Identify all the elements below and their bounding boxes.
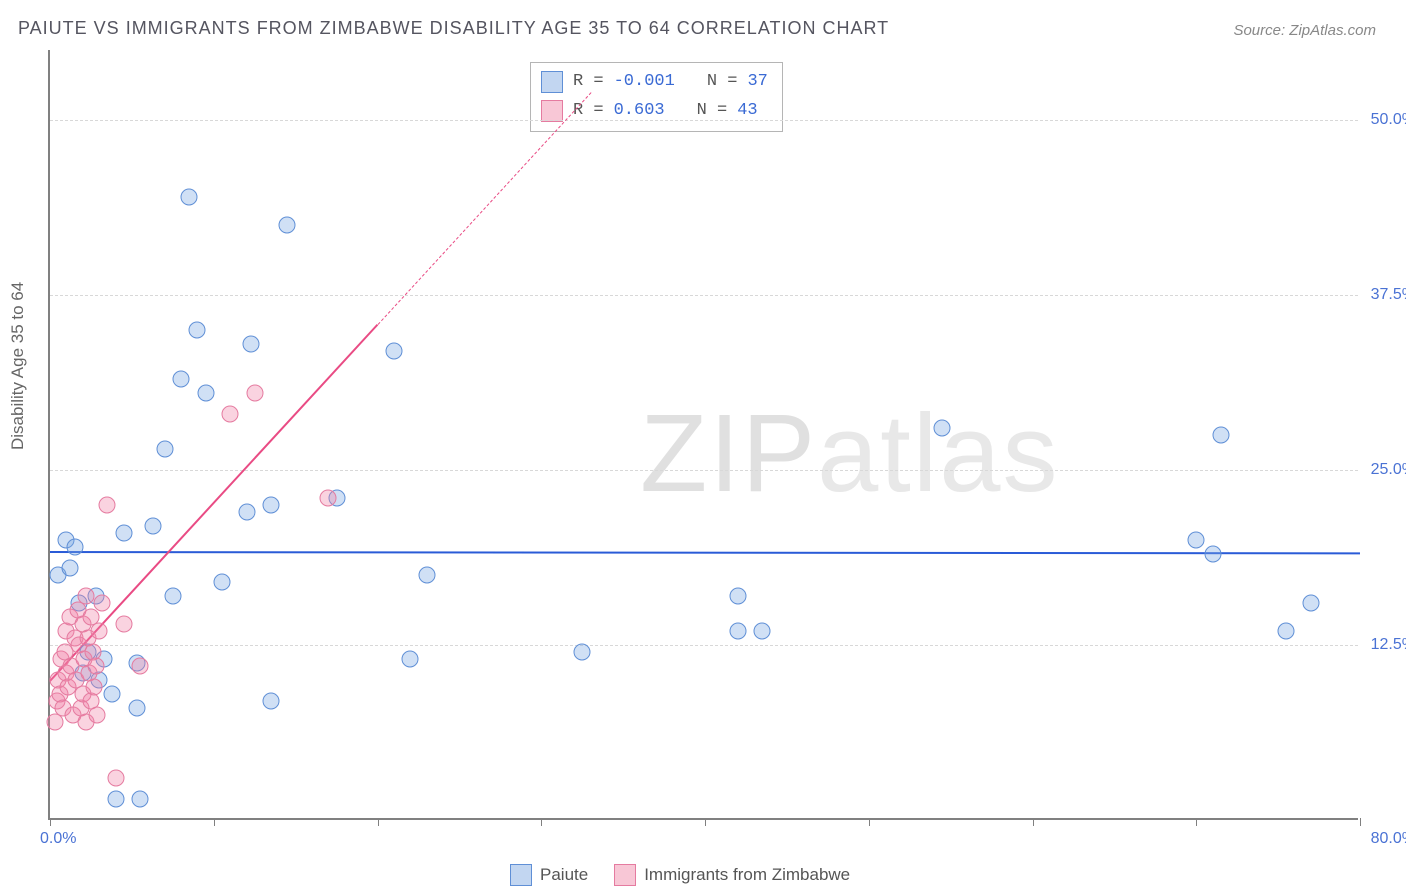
data-point (320, 490, 337, 507)
x-tick (1196, 818, 1197, 826)
data-point (181, 189, 198, 206)
data-point (132, 658, 149, 675)
stat-n-value: 37 (747, 68, 767, 97)
trend-line (50, 551, 1360, 554)
data-point (246, 385, 263, 402)
data-point (729, 623, 746, 640)
data-point (156, 441, 173, 458)
gridline (50, 120, 1358, 121)
stat-n-label: N = (707, 68, 738, 97)
legend-label: Paiute (540, 865, 588, 885)
data-point (86, 679, 103, 696)
gridline (50, 645, 1358, 646)
data-point (574, 644, 591, 661)
stats-box: R =-0.001N =37R = 0.603N =43 (530, 62, 783, 132)
y-tick-label: 50.0% (1371, 111, 1406, 129)
data-point (263, 693, 280, 710)
gridline (50, 470, 1358, 471)
y-tick-label: 12.5% (1371, 636, 1406, 654)
stats-row: R = 0.603 N = 43 (541, 97, 768, 126)
data-point (1188, 532, 1205, 549)
x-tick (50, 818, 51, 826)
legend-swatch (510, 864, 532, 886)
x-tick (869, 818, 870, 826)
x-tick (541, 818, 542, 826)
data-point (78, 588, 95, 605)
data-point (934, 420, 951, 437)
x-tick (378, 818, 379, 826)
stat-n-label: N = (697, 97, 728, 126)
stat-n-value: 43 (737, 97, 757, 126)
data-point (107, 770, 124, 787)
bottom-legend: Paiute Immigrants from Zimbabwe (510, 864, 850, 886)
data-point (385, 343, 402, 360)
data-point (418, 567, 435, 584)
legend-swatch (541, 71, 563, 93)
stat-r-value: 0.603 (614, 97, 665, 126)
data-point (173, 371, 190, 388)
legend-label: Immigrants from Zimbabwe (644, 865, 850, 885)
stat-r-label: R = (573, 97, 604, 126)
data-point (107, 791, 124, 808)
data-point (89, 707, 106, 724)
y-tick-label: 37.5% (1371, 286, 1406, 304)
data-point (145, 518, 162, 535)
data-point (104, 686, 121, 703)
data-point (729, 588, 746, 605)
data-point (197, 385, 214, 402)
stats-row: R = -0.001 N = 37 (541, 68, 768, 97)
data-point (279, 217, 296, 234)
stat-r-value: -0.001 (614, 68, 675, 97)
stat-r-label: R = (573, 68, 604, 97)
x-tick (1033, 818, 1034, 826)
data-point (132, 791, 149, 808)
legend-item: Paiute (510, 864, 588, 886)
data-point (754, 623, 771, 640)
data-point (402, 651, 419, 668)
data-point (66, 539, 83, 556)
scatter-plot: R =-0.001N =37R = 0.603N =43 12.5%25.0%3… (48, 50, 1358, 820)
gridline (50, 295, 1358, 296)
data-point (115, 525, 132, 542)
x-tick (214, 818, 215, 826)
data-point (115, 616, 132, 633)
y-axis-label: Disability Age 35 to 64 (8, 282, 28, 450)
data-point (213, 574, 230, 591)
legend-item: Immigrants from Zimbabwe (614, 864, 850, 886)
data-point (91, 623, 108, 640)
data-point (94, 595, 111, 612)
trend-line (377, 92, 591, 324)
data-point (1212, 427, 1229, 444)
x-min-label: 0.0% (40, 830, 76, 848)
data-point (128, 700, 145, 717)
x-tick (705, 818, 706, 826)
data-point (189, 322, 206, 339)
data-point (1278, 623, 1295, 640)
data-point (238, 504, 255, 521)
data-point (243, 336, 260, 353)
data-point (87, 658, 104, 675)
legend-swatch (614, 864, 636, 886)
data-point (263, 497, 280, 514)
data-point (1204, 546, 1221, 563)
source-label: Source: ZipAtlas.com (1233, 22, 1376, 39)
data-point (222, 406, 239, 423)
chart-title: PAIUTE VS IMMIGRANTS FROM ZIMBABWE DISAB… (18, 18, 889, 39)
x-max-label: 80.0% (1371, 830, 1406, 848)
y-tick-label: 25.0% (1371, 461, 1406, 479)
data-point (1302, 595, 1319, 612)
data-point (164, 588, 181, 605)
x-tick (1360, 818, 1361, 826)
data-point (99, 497, 116, 514)
data-point (61, 560, 78, 577)
